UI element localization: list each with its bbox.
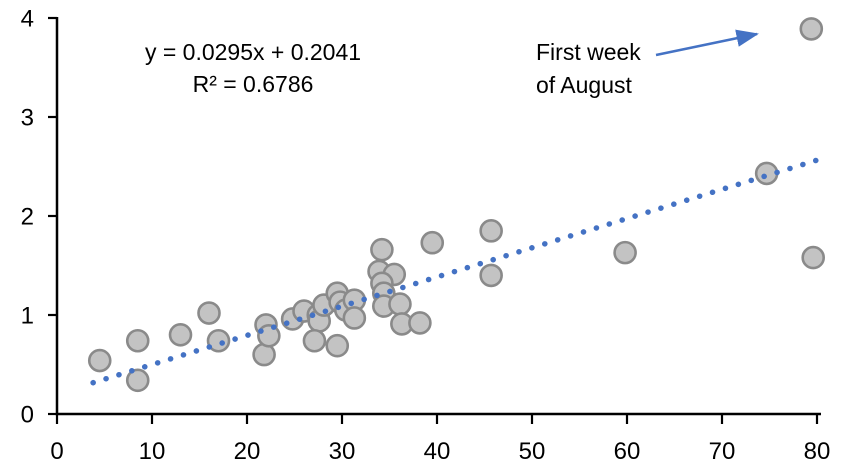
data-point [754, 161, 779, 186]
y-tick-label: 2 [21, 204, 34, 231]
data-point [799, 17, 824, 41]
x-tick-label: 80 [804, 438, 831, 465]
data-point [479, 219, 503, 243]
data-point [125, 368, 150, 393]
data-point [87, 348, 112, 373]
y-tick-label: 4 [21, 6, 34, 33]
data-point [325, 333, 350, 358]
data-point [302, 328, 327, 353]
axes-layer: 0 10 20 30 40 50 60 70 80 0 1 2 3 4 [21, 6, 831, 466]
x-tick-label: 40 [424, 438, 451, 465]
x-tick-label: 50 [519, 438, 546, 465]
data-point [197, 301, 221, 325]
x-tick-label: 30 [329, 438, 356, 465]
data-point [388, 292, 412, 316]
outlier-annotation: First week of August [536, 36, 641, 102]
trendline-equation-line1: y = 0.0295x + 0.2041 [144, 39, 362, 65]
x-tick-label: 70 [709, 438, 736, 465]
y-tick-label: 3 [21, 105, 34, 132]
data-point [370, 237, 394, 262]
annotation-arrow [655, 29, 759, 57]
y-tick-label: 1 [21, 303, 34, 330]
data-point [408, 311, 432, 335]
x-tick-label: 60 [614, 438, 641, 465]
data-point [479, 263, 503, 288]
data-point [168, 322, 193, 347]
data-point [801, 245, 826, 270]
data-point [206, 328, 231, 353]
data-point [420, 230, 445, 255]
x-tick-label: 10 [139, 438, 166, 465]
outlier-annotation-line2: of August [536, 72, 632, 98]
x-tick-label: 0 [50, 438, 63, 465]
data-point [125, 328, 150, 353]
trendline [90, 156, 823, 386]
data-point [342, 306, 367, 330]
data-point [613, 240, 637, 265]
trendline-layer [90, 156, 823, 386]
x-tick-label: 20 [234, 438, 261, 465]
trendline-equation: y = 0.0295x + 0.2041 R² = 0.6786 [145, 36, 361, 100]
outlier-annotation-line1: First week [536, 39, 641, 65]
trendline-r-squared: R² = 0.6786 [192, 71, 314, 97]
y-tick-label: 0 [21, 402, 34, 429]
